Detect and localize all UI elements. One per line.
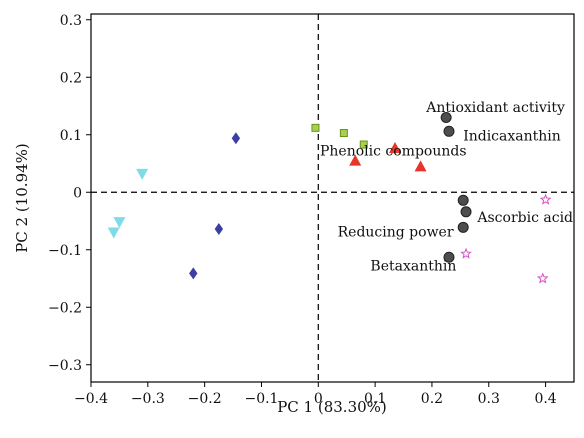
data-points — [107, 112, 552, 284]
plot-frame — [90, 13, 575, 383]
annotation-label: Indicaxanthin — [463, 129, 561, 145]
data-point-star — [460, 247, 472, 259]
data-point-circle — [443, 251, 455, 263]
y-tick-label: 0 — [73, 185, 82, 201]
data-point-circle — [443, 125, 455, 137]
y-tick-label: −0.3 — [48, 358, 82, 374]
y-tick-label: 0.3 — [60, 13, 82, 29]
x-axis-ticks: −0.4 −0.3 −0.2 −0.1 0 0.1 0.2 0.3 0.4 — [74, 382, 557, 407]
data-point-triangle-up — [349, 154, 362, 166]
annotation-label: Ascorbic acid — [476, 210, 573, 226]
data-point-square — [359, 140, 368, 149]
x-tick-label: 0.1 — [364, 391, 386, 407]
annotation-label: Antioxidant activity — [425, 100, 565, 116]
x-tick-label: −0.4 — [74, 391, 108, 407]
x-tick-label: 0 — [314, 391, 323, 407]
y-tick-label: 0.2 — [60, 70, 82, 86]
annotations: Antioxidant activity IndicaxanthinPhenoli… — [320, 100, 573, 275]
data-point-circle — [457, 221, 469, 233]
annotation-label: Betaxanthin — [370, 258, 456, 274]
data-point-triangle-up — [389, 141, 402, 153]
data-point-square — [311, 123, 320, 132]
data-point-triangle-up — [414, 160, 427, 172]
y-tick-label: −0.2 — [48, 300, 82, 316]
annotation-label: Phenolic compounds — [320, 143, 467, 159]
data-point-diamond — [189, 267, 198, 280]
x-tick-label: −0.3 — [131, 391, 165, 407]
data-point-triangle-down — [136, 168, 149, 180]
x-tick-label: 0.3 — [478, 391, 500, 407]
data-point-diamond — [214, 223, 224, 236]
data-point-square — [339, 129, 348, 138]
data-point-triangle-down — [107, 227, 120, 239]
data-point-circle — [440, 112, 452, 123]
data-point-diamond — [231, 132, 241, 145]
reference-lines — [91, 14, 574, 382]
data-point-star — [536, 272, 549, 284]
data-point-circle — [457, 194, 469, 206]
x-tick-label: 0.4 — [534, 391, 556, 407]
annotation-label: Reducing power — [338, 225, 454, 241]
y-axis-ticks: −0.3 −0.2 −0.1 0 0.1 0.2 0.3 — [48, 13, 91, 374]
x-tick-label: −0.1 — [244, 391, 278, 407]
data-point-circle — [460, 206, 472, 218]
data-point-triangle-down — [113, 217, 126, 229]
y-tick-label: 0.1 — [60, 128, 82, 144]
x-tick-label: 0.2 — [421, 391, 443, 407]
y-axis-title: PC 2 (10.94%) — [13, 143, 31, 253]
x-tick-label: −0.2 — [188, 391, 222, 407]
y-tick-label: −0.1 — [48, 243, 82, 259]
data-point-star — [539, 193, 552, 205]
x-axis-title: PC 1 (83.30%) — [277, 398, 387, 416]
